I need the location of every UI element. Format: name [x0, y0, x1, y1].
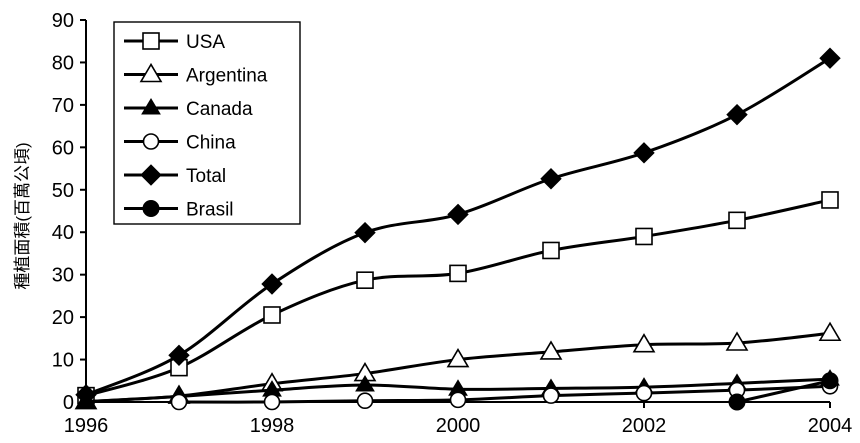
data-point-usa	[635, 227, 653, 246]
data-point-china	[449, 391, 467, 409]
data-point-china	[263, 393, 281, 411]
data-point-total	[726, 103, 748, 126]
legend-marker-usa	[142, 32, 160, 50]
data-point-canada	[355, 375, 375, 392]
data-point-china	[635, 384, 653, 402]
legend-item-brasil: Brasil	[124, 200, 234, 221]
data-point-argentina	[818, 321, 842, 342]
legend-box	[113, 21, 301, 225]
legend-item-usa: USA	[124, 32, 225, 53]
data-point-argentina	[725, 331, 749, 351]
y-tick-label: 0	[63, 392, 74, 414]
data-point-usa	[449, 264, 467, 283]
legend-label-usa: USA	[186, 32, 225, 53]
legend-marker-total	[140, 164, 162, 186]
data-point-china	[170, 393, 188, 411]
series-line-china	[178, 384, 831, 404]
data-point-total	[168, 344, 190, 367]
y-tick-label: 30	[52, 265, 74, 287]
legend-item-canada: Canada	[124, 98, 253, 120]
data-point-usa	[728, 211, 746, 230]
data-point-argentina	[446, 347, 470, 368]
legend-item-china: China	[124, 133, 236, 154]
y-tick-label: 50	[52, 180, 74, 202]
series-total	[75, 47, 841, 406]
data-point-brasil	[821, 372, 839, 390]
y-tick-label: 70	[52, 95, 74, 117]
data-point-china	[542, 387, 560, 404]
data-point-total	[354, 221, 376, 244]
x-tick-label: 2002	[622, 415, 667, 437]
legend-item-argentina: Argentina	[124, 62, 268, 87]
data-point-total	[540, 168, 562, 190]
y-tick-label: 80	[52, 52, 74, 74]
legend-marker-argentina	[139, 62, 163, 83]
data-point-usa	[821, 191, 839, 209]
data-point-total	[261, 273, 283, 295]
y-tick-label: 40	[52, 222, 74, 244]
legend-label-argentina: Argentina	[186, 66, 268, 87]
data-point-total	[75, 384, 97, 406]
y-tick-label: 60	[52, 137, 74, 159]
x-tick-label: 1998	[250, 415, 295, 437]
data-point-usa	[263, 306, 281, 324]
data-point-total	[633, 142, 655, 164]
data-point-total	[819, 47, 841, 69]
y-tick-label: 90	[52, 10, 74, 32]
y-tick-label: 10	[52, 350, 74, 372]
series-brasil	[728, 372, 839, 411]
legend-marker-china	[142, 133, 160, 150]
series-usa	[77, 191, 839, 405]
legend-label-china: China	[186, 133, 236, 154]
data-point-argentina	[539, 340, 563, 360]
legend-label-brasil: Brasil	[186, 200, 234, 221]
data-point-brasil	[728, 393, 746, 411]
legend-item-total: Total	[124, 164, 226, 187]
axes: 0 10 20 30 40 50 60 70 80 90 1996 1998 2000 2002 2004	[52, 10, 853, 437]
series-layer	[74, 47, 842, 411]
data-point-argentina	[632, 333, 656, 353]
data-point-china	[356, 392, 374, 410]
legend-label-total: Total	[186, 166, 226, 187]
x-tick-label: 1996	[64, 415, 109, 437]
y-tick-label: 20	[52, 307, 74, 329]
x-tick-label: 2004	[808, 415, 853, 437]
legend: USA Argentina Canada China Total Brasil	[113, 21, 301, 225]
x-tick-label: 2000	[436, 415, 481, 437]
data-point-total	[447, 203, 469, 226]
legend-marker-brasil	[142, 200, 160, 217]
data-point-usa	[356, 271, 374, 289]
y-axis-label: 種植面積(百萬公頃)	[13, 142, 32, 289]
data-point-usa	[542, 241, 560, 260]
legend-marker-canada	[141, 98, 161, 115]
legend-label-canada: Canada	[186, 99, 253, 120]
